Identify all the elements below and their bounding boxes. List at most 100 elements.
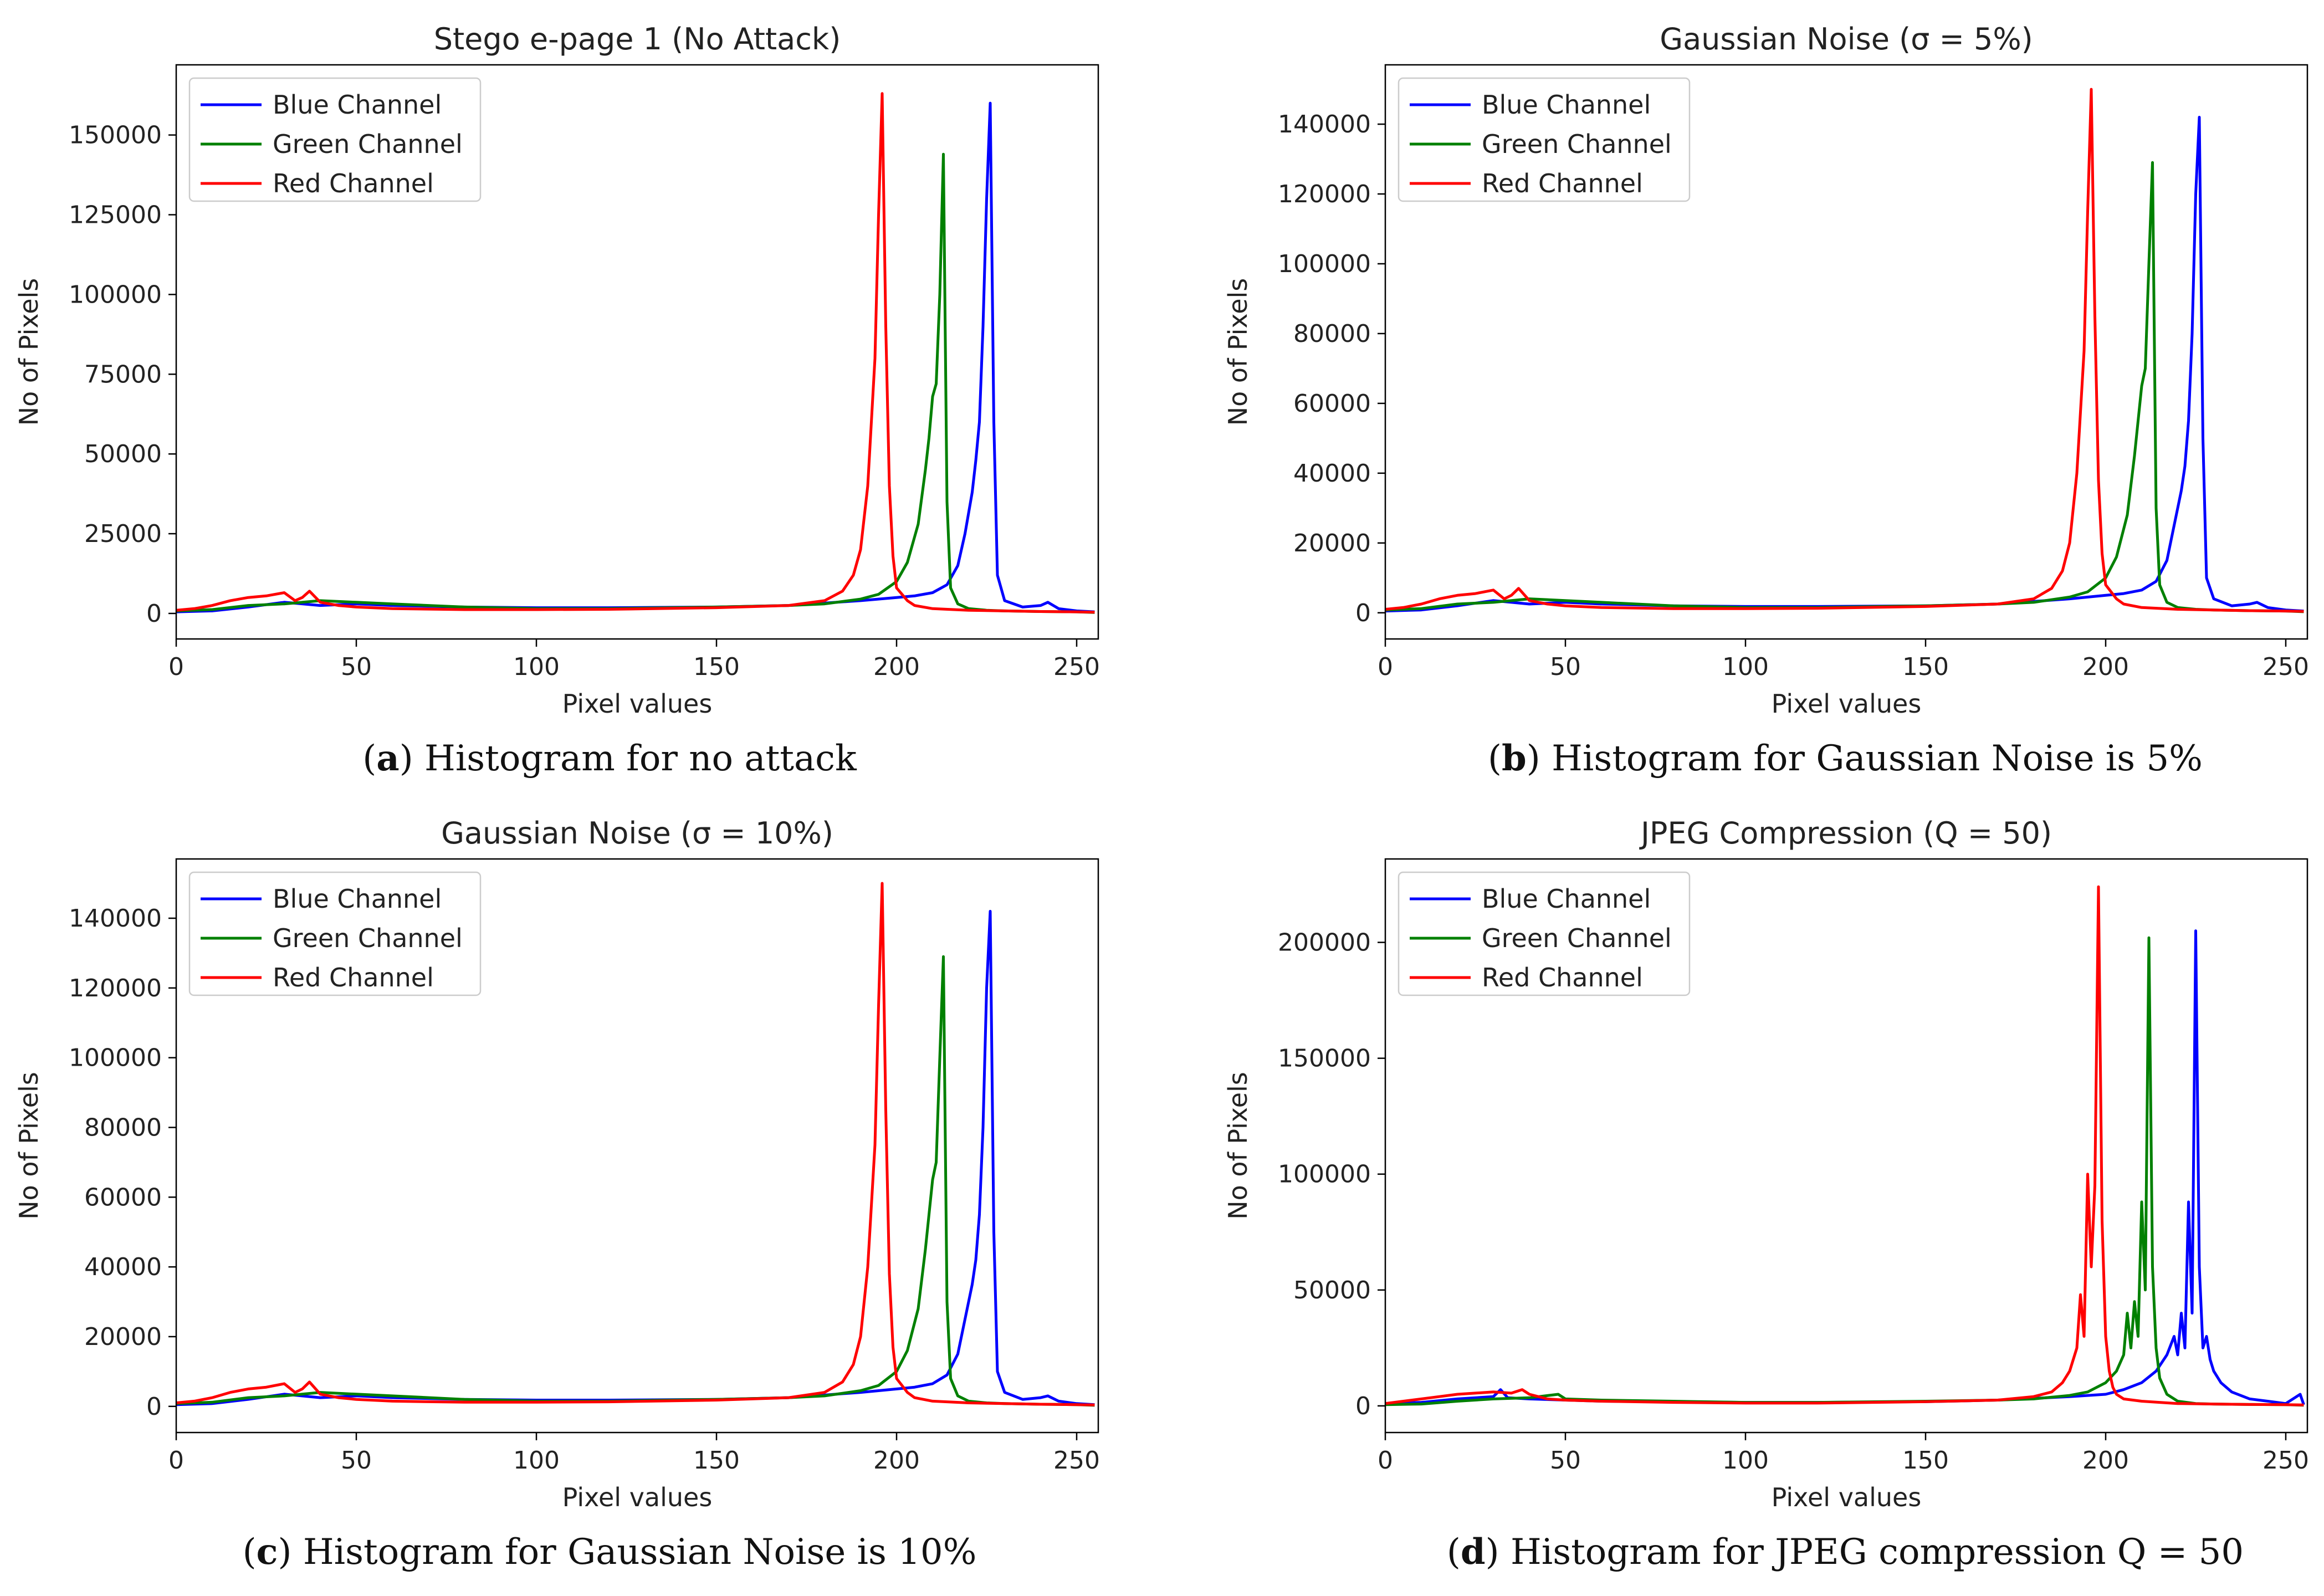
- series-line-red-channel: [1385, 885, 2304, 1406]
- x-tick-label: 100: [513, 1446, 560, 1475]
- y-tick-label: 100000: [1278, 250, 1371, 278]
- chart-panel-2: 0 50 100 150 200 250 0 20000 40000 60000 80000 1000…: [1223, 22, 2309, 779]
- y-tick-label: 50000: [1293, 1276, 1371, 1305]
- y-axis-label: No of Pixels: [1223, 1072, 1253, 1220]
- y-tick-label: 80000: [84, 1113, 162, 1142]
- x-tick-label: 250: [2262, 1446, 2309, 1475]
- series-line-blue-channel: [1385, 929, 2305, 1405]
- x-tick-label: 50: [1550, 1446, 1581, 1475]
- legend-label: Red Channel: [1482, 168, 1643, 198]
- x-tick-label: 250: [1053, 1446, 1100, 1475]
- y-tick-label: 80000: [1293, 320, 1371, 348]
- caption-paren-close: ): [1527, 738, 1540, 779]
- series-line-green-channel: [176, 955, 1095, 1407]
- axes-frame: [1384, 858, 2308, 1434]
- caption-paren-open: (: [362, 738, 376, 779]
- y-tick-label: 60000: [84, 1183, 162, 1211]
- caption-paren-close: ): [1486, 1532, 1499, 1573]
- axes-frame: [175, 64, 1099, 640]
- x-tick-label: 50: [341, 1446, 372, 1475]
- y-tick-label: 20000: [84, 1323, 162, 1351]
- legend-label: Red Channel: [273, 963, 434, 993]
- y-axis-label: No of Pixels: [1223, 278, 1253, 426]
- x-axis-label: Pixel values: [562, 689, 713, 719]
- panel-caption: (b) Histogram for Gaussian Noise is 5%: [1488, 738, 2203, 779]
- x-tick-label: 250: [1053, 653, 1100, 681]
- x-tick-label: 100: [1722, 653, 1769, 681]
- legend-box: [1398, 77, 1691, 202]
- x-tick-label: 0: [1378, 1446, 1393, 1475]
- caption-paren-close: ): [278, 1532, 292, 1573]
- legend: Blue Channel Green Channel Red Channel: [188, 871, 482, 996]
- y-tick-label: 20000: [1293, 529, 1371, 557]
- x-tick-label: 200: [2082, 653, 2129, 681]
- legend-box: [188, 77, 482, 202]
- y-axis-label: No of Pixels: [14, 278, 44, 426]
- y-tick-label: 50000: [84, 440, 162, 468]
- series-line-red-channel: [1385, 88, 2304, 613]
- legend-label: Blue Channel: [273, 884, 442, 914]
- caption-text: Histogram for no attack: [413, 738, 857, 779]
- y-tick-label: 40000: [1293, 459, 1371, 488]
- x-tick-label: 50: [341, 653, 372, 681]
- legend: Blue Channel Green Channel Red Channel: [1398, 871, 1691, 996]
- legend-label: Green Channel: [273, 129, 463, 159]
- y-tick-label: 150000: [69, 121, 162, 150]
- caption-paren-open: (: [1447, 1532, 1461, 1573]
- x-axis-label: Pixel values: [1772, 689, 1922, 719]
- legend-box: [188, 871, 482, 996]
- caption-text: Histogram for Gaussian Noise is 5%: [1540, 738, 2203, 779]
- chart-panel-3: 0 50 100 150 200 250 0 20000 40000 60000 80000 1000…: [14, 816, 1100, 1573]
- x-tick-label: 150: [1902, 653, 1949, 681]
- caption-letter: b: [1502, 738, 1527, 779]
- y-tick-label: 140000: [69, 904, 162, 933]
- x-tick-label: 150: [1902, 1446, 1949, 1475]
- series-line-green-channel: [1385, 161, 2304, 613]
- axes-frame: [175, 858, 1099, 1434]
- x-tick-label: 0: [1378, 653, 1393, 681]
- x-tick-label: 200: [2082, 1446, 2129, 1475]
- y-tick-label: 0: [1355, 599, 1371, 627]
- panel-caption: (a) Histogram for no attack: [362, 738, 857, 779]
- y-tick-label: 40000: [84, 1253, 162, 1281]
- x-tick-label: 200: [873, 1446, 920, 1475]
- caption-paren-open: (: [243, 1532, 257, 1573]
- caption-text: Histogram for JPEG compression Q = 50: [1499, 1532, 2244, 1573]
- legend-label: Blue Channel: [1482, 884, 1651, 914]
- series-line-green-channel: [176, 152, 1095, 614]
- legend-label: Blue Channel: [1482, 90, 1651, 120]
- chart-title: Gaussian Noise (σ = 10%): [441, 816, 833, 851]
- series-line-red-channel: [176, 92, 1095, 614]
- caption-letter: a: [376, 738, 399, 779]
- y-tick-label: 100000: [69, 1044, 162, 1072]
- y-tick-label: 0: [146, 1393, 162, 1421]
- chart-panel-4: 0 50 100 150 200 250 0 50000 100000 150000 200000 J…: [1223, 816, 2309, 1573]
- x-tick-label: 250: [2262, 653, 2309, 681]
- y-axis-label: No of Pixels: [14, 1072, 44, 1220]
- y-tick-label: 100000: [69, 280, 162, 309]
- y-tick-label: 120000: [69, 974, 162, 1002]
- legend-label: Blue Channel: [273, 90, 442, 120]
- y-tick-label: 140000: [1278, 110, 1371, 139]
- chart-title: Gaussian Noise (σ = 5%): [1660, 22, 2033, 57]
- panel-caption: (d) Histogram for JPEG compression Q = 5…: [1447, 1531, 2244, 1573]
- x-axis-label: Pixel values: [562, 1482, 713, 1512]
- series-line-blue-channel: [176, 909, 1095, 1406]
- chart-title: Stego e-page 1 (No Attack): [434, 22, 841, 57]
- x-tick-label: 50: [1550, 653, 1581, 681]
- y-tick-label: 125000: [69, 201, 162, 229]
- y-tick-label: 75000: [84, 360, 162, 388]
- x-tick-label: 0: [168, 1446, 184, 1475]
- chart-title: JPEG Compression (Q = 50): [1639, 816, 2052, 851]
- x-tick-label: 100: [513, 653, 560, 681]
- legend-box: [1398, 871, 1691, 996]
- x-tick-label: 0: [168, 653, 184, 681]
- caption-text: Histogram for Gaussian Noise is 10%: [291, 1532, 976, 1573]
- y-tick-label: 0: [146, 600, 162, 628]
- legend: Blue Channel Green Channel Red Channel: [188, 77, 482, 202]
- y-tick-label: 150000: [1278, 1045, 1371, 1073]
- caption-paren-open: (: [1488, 738, 1502, 779]
- legend: Blue Channel Green Channel Red Channel: [1398, 77, 1691, 202]
- chart-panel-1: 0 50 100 150 200 250 0 25000 50000 75000 100000 125…: [14, 22, 1100, 779]
- legend-label: Green Channel: [1482, 923, 1672, 953]
